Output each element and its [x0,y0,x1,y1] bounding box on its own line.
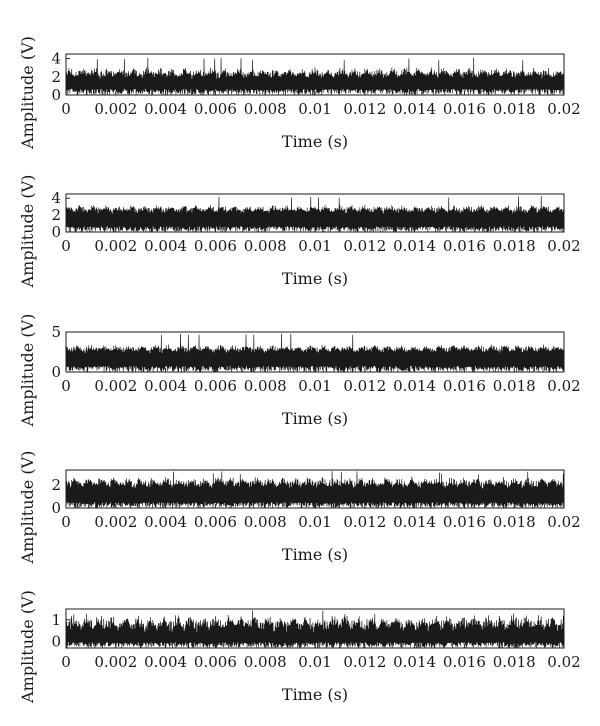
x-tick-label-1-1: 0.002 [94,100,137,118]
x-tick-label-2-5: 0.01 [298,237,331,255]
x-tick-label-1-5: 0.01 [298,100,331,118]
x-axis-label-3: Time (s) [282,409,348,428]
x-tick-label-2-6: 0.012 [343,237,386,255]
y-tick-label-1-0: 0 [51,86,61,104]
x-tick-label-1-3: 0.006 [194,100,237,118]
x-tick-label-4-1: 0.002 [94,513,137,531]
signal-trace-3 [65,333,565,372]
y-tick-label-4-0: 0 [51,499,61,517]
x-tick-label-1-6: 0.012 [343,100,386,118]
x-tick-label-1-0: 0 [61,100,71,118]
x-tick-label-4-5: 0.01 [298,513,331,531]
x-tick-label-5-9: 0.018 [493,653,536,671]
x-tick-label-3-0: 0 [61,377,71,395]
y-axis-label-2: Amplitude (V) [18,175,37,289]
y-axis-label-4: Amplitude (V) [18,451,37,565]
x-tick-label-1-9: 0.018 [493,100,536,118]
plot-area-2 [65,196,565,233]
x-tick-label-5-7: 0.014 [393,653,436,671]
signal-trace-5 [65,610,565,649]
y-tick-label-2-0: 0 [51,223,61,241]
plot-area-3 [65,333,565,372]
y-tick-label-2-2: 4 [51,189,61,207]
x-axis-label-1: Time (s) [282,132,348,151]
ticks-4: 0 0.002 0.004 0.006 0.008 0.01 0.012 0.014 0.016… [51,476,580,531]
plot-area-5 [65,610,565,649]
x-axis-label-5: Time (s) [282,685,348,704]
x-axis-label-4: Time (s) [282,545,348,564]
x-tick-label-2-2: 0.004 [144,237,187,255]
x-tick-label-2-0: 0 [61,237,71,255]
x-tick-label-5-2: 0.004 [144,653,187,671]
x-tick-label-5-8: 0.016 [443,653,486,671]
x-tick-label-5-10: 0.02 [547,653,580,671]
x-tick-label-2-8: 0.016 [443,237,486,255]
panel-5: 0 0.002 0.004 0.006 0.008 0.01 0.012 0.014 0.016… [18,590,581,704]
x-tick-label-4-7: 0.014 [393,513,436,531]
x-tick-label-2-4: 0.008 [244,237,287,255]
x-tick-label-4-3: 0.006 [194,513,237,531]
x-tick-label-5-4: 0.008 [244,653,287,671]
x-axis-label-2: Time (s) [282,269,348,288]
panel-2: 0 0.002 0.004 0.006 0.008 0.01 0.012 0.014 0.016… [18,175,581,289]
x-tick-label-2-1: 0.002 [94,237,137,255]
x-tick-label-5-6: 0.012 [343,653,386,671]
signal-trace-2 [65,196,565,233]
x-tick-label-3-2: 0.004 [144,377,187,395]
x-tick-label-3-10: 0.02 [547,377,580,395]
x-tick-label-2-10: 0.02 [547,237,580,255]
x-tick-label-4-4: 0.008 [244,513,287,531]
plot-area-1 [65,57,565,96]
ticks-5: 0 0.002 0.004 0.006 0.008 0.01 0.012 0.014 0.016… [51,611,580,671]
x-tick-label-5-5: 0.01 [298,653,331,671]
x-tick-label-2-7: 0.014 [393,237,436,255]
x-tick-label-3-4: 0.008 [244,377,287,395]
x-tick-label-1-8: 0.016 [443,100,486,118]
x-tick-label-2-9: 0.018 [493,237,536,255]
x-tick-label-1-10: 0.02 [547,100,580,118]
x-tick-label-3-5: 0.01 [298,377,331,395]
x-tick-label-3-1: 0.002 [94,377,137,395]
x-tick-label-1-4: 0.008 [244,100,287,118]
x-tick-label-5-3: 0.006 [194,653,237,671]
y-tick-label-2-1: 2 [51,206,61,224]
x-tick-label-3-7: 0.014 [393,377,436,395]
x-tick-label-3-3: 0.006 [194,377,237,395]
x-tick-label-4-2: 0.004 [144,513,187,531]
x-tick-label-3-8: 0.016 [443,377,486,395]
y-tick-label-1-1: 2 [51,68,61,86]
x-tick-label-4-6: 0.012 [343,513,386,531]
ticks-3: 0 0.002 0.004 0.006 0.008 0.01 0.012 0.014 0.016… [51,323,580,395]
x-tick-label-3-9: 0.018 [493,377,536,395]
x-tick-label-4-10: 0.02 [547,513,580,531]
x-tick-label-3-6: 0.012 [343,377,386,395]
y-tick-label-5-1: 1 [51,611,61,629]
panel-4: 0 0.002 0.004 0.006 0.008 0.01 0.012 0.014 0.016… [18,451,581,565]
y-tick-label-4-1: 2 [51,476,61,494]
y-tick-label-1-2: 4 [51,50,61,68]
panel-3: 0 0.002 0.004 0.006 0.008 0.01 0.012 0.014 0.016… [18,314,581,428]
x-tick-label-4-0: 0 [61,513,71,531]
panel-1: 0 0.002 0.004 0.006 0.008 0.01 0.012 0.014 0.016… [18,36,581,151]
x-tick-label-5-0: 0 [61,653,71,671]
x-tick-label-1-7: 0.014 [393,100,436,118]
x-tick-label-5-1: 0.002 [94,653,137,671]
x-tick-label-4-8: 0.016 [443,513,486,531]
y-axis-label-5: Amplitude (V) [18,590,37,704]
y-tick-label-3-0: 0 [51,363,61,381]
signal-trace-1 [65,57,565,96]
y-axis-label-1: Amplitude (V) [18,36,37,150]
x-tick-label-1-2: 0.004 [144,100,187,118]
y-tick-label-3-1: 5 [51,323,61,341]
y-tick-label-5-0: 0 [51,633,61,651]
y-axis-label-3: Amplitude (V) [18,314,37,428]
ticks-2: 0 0.002 0.004 0.006 0.008 0.01 0.012 0.014 0.016… [51,189,580,255]
x-tick-label-4-9: 0.018 [493,513,536,531]
ticks-1: 0 0.002 0.004 0.006 0.008 0.01 0.012 0.014 0.016… [51,50,580,118]
x-tick-label-2-3: 0.006 [194,237,237,255]
plot-area-4 [65,471,565,509]
signal-trace-4 [65,471,565,509]
